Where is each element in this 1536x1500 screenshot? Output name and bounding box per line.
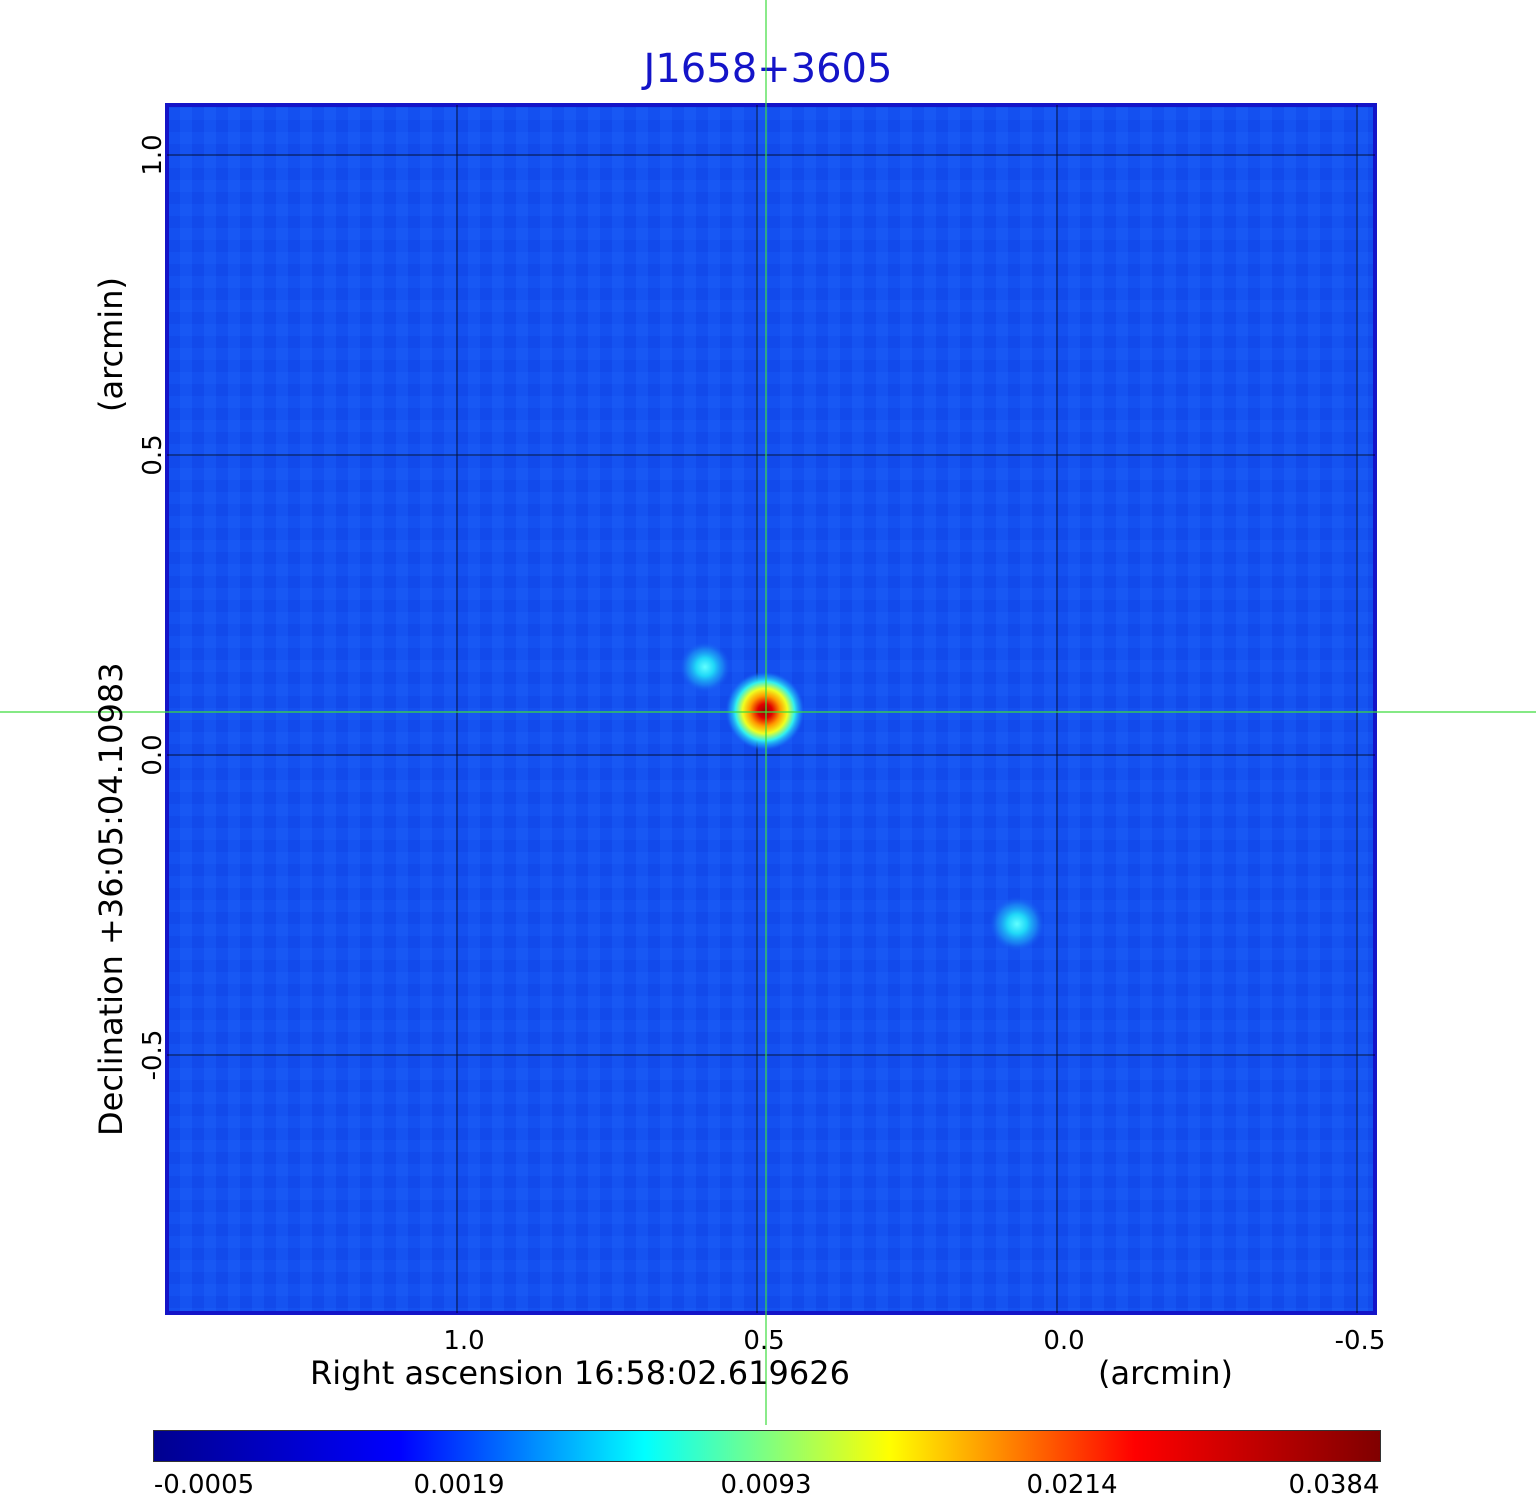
colorbar-tick-label: 0.0214 xyxy=(1026,1470,1118,1500)
x-tick-label: 1.0 xyxy=(443,1326,485,1356)
colorbar-tick-label: 0.0019 xyxy=(413,1470,505,1500)
colorbar-tick-label: 0.0093 xyxy=(720,1470,812,1500)
sky-image-plot xyxy=(0,0,1536,1425)
y-tick-label: -0.5 xyxy=(138,1029,168,1081)
colorbar-tick-label: -0.0005 xyxy=(153,1470,255,1500)
source-primary xyxy=(725,671,805,751)
x-axis-label: Right ascension 16:58:02.619626 xyxy=(310,1354,850,1392)
colorbar-tick-label: 0.0384 xyxy=(1288,1470,1380,1500)
x-axis-unit: (arcmin) xyxy=(1098,1354,1233,1392)
x-tick-label: 0.0 xyxy=(1043,1326,1085,1356)
crosshair xyxy=(0,0,1536,1425)
image-frame xyxy=(165,103,1377,1315)
coordinate-grid xyxy=(167,105,1375,1313)
x-tick-label: -0.5 xyxy=(1334,1326,1386,1356)
image-title: J1658+3605 xyxy=(643,46,893,92)
y-axis-unit: (arcmin) xyxy=(92,277,130,412)
y-tick-label: 1.0 xyxy=(138,134,168,176)
source-secondary-lower-right xyxy=(989,896,1045,952)
colorbar xyxy=(153,1430,1381,1462)
y-axis-label: Declination +36:05:04.10983 xyxy=(92,662,130,1136)
x-tick-label: 0.5 xyxy=(743,1326,785,1356)
source-secondary-upper-left xyxy=(679,641,731,693)
y-tick-label: 0.0 xyxy=(138,734,168,776)
y-tick-label: 0.5 xyxy=(138,434,168,476)
